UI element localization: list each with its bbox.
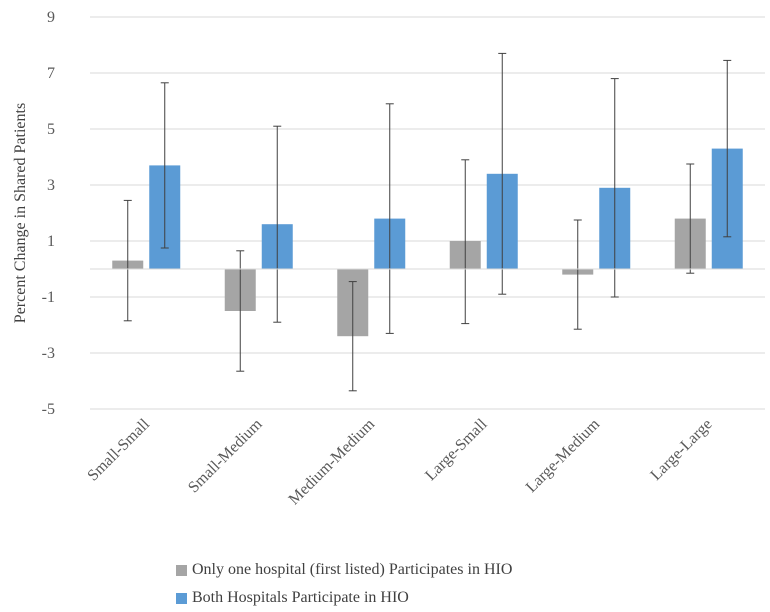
x-category-label: Large-Large <box>647 416 715 484</box>
x-category-label: Large-Medium <box>523 415 604 496</box>
y-tick-label: -3 <box>42 345 55 362</box>
legend-item: Both Hospitals Participate in HIO <box>176 584 512 612</box>
x-category-label: Medium-Medium <box>286 415 379 508</box>
bar-chart: 9 7 5 3 1 -1 -3 -5 Small-Small Small-Medium Mediu… <box>12 9 765 508</box>
y-axis-ticks: 9 7 5 3 1 -1 -3 -5 <box>42 9 55 418</box>
y-axis-title: Percent Change in Shared Patients <box>12 103 29 323</box>
y-tick-label: 3 <box>47 177 55 194</box>
y-tick-label: 9 <box>47 9 55 26</box>
bars <box>112 148 743 337</box>
gridlines <box>90 16 765 410</box>
x-category-label: Large-Small <box>422 415 491 484</box>
legend-label: Both Hospitals Participate in HIO <box>192 589 409 606</box>
legend-swatch-gray <box>176 564 187 576</box>
legend-label: Only one hospital (first listed) Partici… <box>192 561 513 578</box>
legend-swatch-blue <box>176 592 187 604</box>
legend-item: Only one hospital (first listed) Partici… <box>176 556 512 584</box>
y-tick-label: -1 <box>42 289 55 306</box>
x-category-label: Small-Small <box>84 415 153 484</box>
y-tick-label: -5 <box>42 401 55 418</box>
x-category-label: Small-Medium <box>185 415 266 496</box>
y-tick-label: 7 <box>47 65 55 82</box>
error-bars <box>123 52 732 392</box>
y-tick-label: 1 <box>47 233 55 250</box>
legend: Only one hospital (first listed) Partici… <box>176 556 512 612</box>
y-tick-label: 5 <box>47 121 55 138</box>
x-axis-categories: Small-Small Small-Medium Medium-Medium Larg… <box>84 415 715 508</box>
